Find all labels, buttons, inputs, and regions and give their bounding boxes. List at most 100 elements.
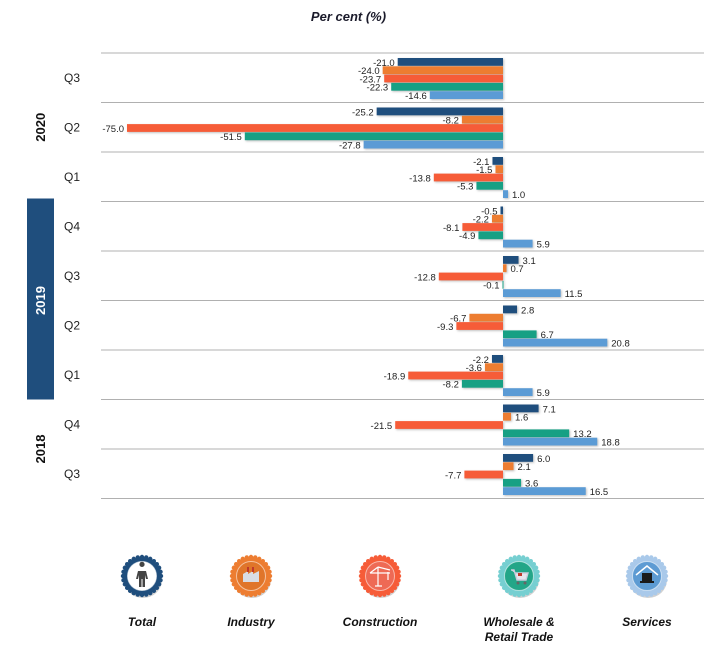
bar-industry-2019-Q2 xyxy=(469,313,503,322)
bar-construction-2018-Q3 xyxy=(464,470,503,479)
bar-services-2019-Q2 xyxy=(503,338,608,347)
bar-construction-2019-Q4 xyxy=(462,223,503,231)
legend-label: Services xyxy=(622,615,672,629)
value-label: 2.8 xyxy=(521,305,534,316)
bar-total-2019-Q3 xyxy=(503,256,519,264)
value-label: 11.5 xyxy=(565,289,583,300)
legend: Total Industry Construction Wholesale & … xyxy=(0,552,725,652)
bar-wholesale-retail-trade-2020-Q1 xyxy=(476,181,503,190)
bar-wholesale-retail-trade-2018-Q3 xyxy=(503,478,522,487)
bar-wholesale-retail-trade-2018-Q4 xyxy=(503,429,570,438)
value-label: 6.7 xyxy=(541,330,554,341)
bar-services-2018-Q3 xyxy=(503,487,586,495)
value-label: -2.2 xyxy=(473,355,489,366)
value-label: 2.1 xyxy=(518,462,531,473)
legend-item-wholesale: Wholesale & Retail Trade xyxy=(459,552,579,645)
value-label: 20.8 xyxy=(611,339,630,350)
value-label: 1.0 xyxy=(512,190,525,201)
bar-chart: 2020 Q3 Q2 Q1 2019 Q4 Q3 Q2 Q1 2018 Q4 Q3 -21.0-24.0… xyxy=(27,52,704,499)
value-label: -7.7 xyxy=(445,470,461,481)
chart-title-text: Per cent (%) xyxy=(310,9,387,24)
quarter-label: Q2 xyxy=(64,120,80,134)
bar-industry-2019-Q4 xyxy=(491,214,503,223)
worker-icon xyxy=(120,554,164,598)
quarter-label: Q1 xyxy=(64,368,80,382)
value-label: -25.2 xyxy=(352,107,374,118)
bar-construction-2019-Q3 xyxy=(438,272,503,281)
bar-total-2020-Q3 xyxy=(397,58,503,66)
bar-construction-2020-Q2 xyxy=(127,124,503,132)
bar-total-2019-Q4 xyxy=(500,206,503,215)
bar-services-2019-Q1 xyxy=(503,388,533,396)
quarter-label: Q3 xyxy=(64,467,80,481)
value-label: 3.1 xyxy=(523,256,536,267)
bar-services-2019-Q4 xyxy=(503,239,533,248)
value-label: -18.9 xyxy=(384,371,406,382)
value-label: 5.9 xyxy=(537,388,550,399)
shopping-cart-icon xyxy=(497,554,541,598)
bar-industry-2020-Q1 xyxy=(495,165,503,174)
year-band-2019 xyxy=(27,198,54,400)
value-label: -12.8 xyxy=(414,272,436,283)
bar-industry-2020-Q2 xyxy=(461,115,503,124)
value-label: 5.9 xyxy=(537,240,550,251)
quarter-label: Q4 xyxy=(64,417,80,431)
legend-item-services: Services xyxy=(587,552,707,630)
bar-construction-2019-Q1 xyxy=(408,371,503,380)
year-label-2018: 2018 xyxy=(33,435,48,464)
value-label: -8.1 xyxy=(443,223,459,234)
bar-services-2019-Q3 xyxy=(503,289,561,297)
bar-wholesale-retail-trade-2019-Q3 xyxy=(502,280,504,289)
quarter-label: Q3 xyxy=(64,269,80,283)
bar-industry-2018-Q4 xyxy=(503,412,512,421)
bar-total-2018-Q4 xyxy=(503,404,539,413)
bar-wholesale-retail-trade-2020-Q3 xyxy=(391,82,503,91)
value-label: -2.1 xyxy=(473,157,489,168)
value-label: -3.6 xyxy=(466,363,482,374)
bar-total-2020-Q2 xyxy=(376,107,503,116)
bar-wholesale-retail-trade-2019-Q1 xyxy=(461,379,503,388)
value-label: -23.7 xyxy=(360,74,382,85)
value-label: -4.9 xyxy=(459,231,475,242)
year-label-2020: 2020 xyxy=(33,113,48,142)
value-label: -21.0 xyxy=(373,58,395,69)
value-label: 0.7 xyxy=(511,264,524,275)
legend-item-total: Total xyxy=(82,552,202,630)
value-label: 18.8 xyxy=(601,438,620,449)
bar-wholesale-retail-trade-2019-Q4 xyxy=(478,231,503,240)
factory-icon xyxy=(229,554,273,598)
value-label: 1.6 xyxy=(515,413,528,424)
legend-item-construction: Construction xyxy=(320,552,440,630)
value-label: 16.5 xyxy=(590,487,609,498)
bar-industry-2020-Q3 xyxy=(382,66,503,75)
value-label: -2.2 xyxy=(473,215,489,226)
value-label: -9.3 xyxy=(437,322,453,333)
value-label: -0.1 xyxy=(483,281,499,292)
bar-total-2019-Q2 xyxy=(503,305,518,314)
chart-title: Per cent (%) xyxy=(0,9,725,24)
value-label: -8.2 xyxy=(443,116,459,127)
legend-label: Total xyxy=(127,615,157,629)
bar-total-2019-Q1 xyxy=(491,355,503,363)
value-label: 6.0 xyxy=(537,454,550,465)
quarter-label: Q2 xyxy=(64,318,80,332)
legend-label: Wholesale & Retail Trade xyxy=(483,615,555,644)
bar-services-2018-Q4 xyxy=(503,437,598,446)
value-label: -0.5 xyxy=(481,206,497,217)
bar-services-2020-Q2 xyxy=(363,140,503,149)
year-label-2019: 2019 xyxy=(33,286,48,315)
value-label: -8.2 xyxy=(443,380,459,391)
quarter-label: Q1 xyxy=(64,170,80,184)
bar-construction-2020-Q1 xyxy=(433,173,503,182)
value-label: -21.5 xyxy=(371,421,393,432)
bar-wholesale-retail-trade-2019-Q2 xyxy=(503,330,537,339)
bar-total-2018-Q3 xyxy=(503,454,534,462)
value-label: -5.3 xyxy=(457,182,473,193)
value-label: -24.0 xyxy=(358,66,380,77)
value-label: 3.6 xyxy=(525,479,538,490)
bar-total-2020-Q1 xyxy=(492,157,503,165)
bar-industry-2019-Q1 xyxy=(484,363,503,372)
legend-label: Construction xyxy=(342,615,418,629)
crane-icon xyxy=(358,554,402,598)
value-label: -14.6 xyxy=(405,91,427,102)
